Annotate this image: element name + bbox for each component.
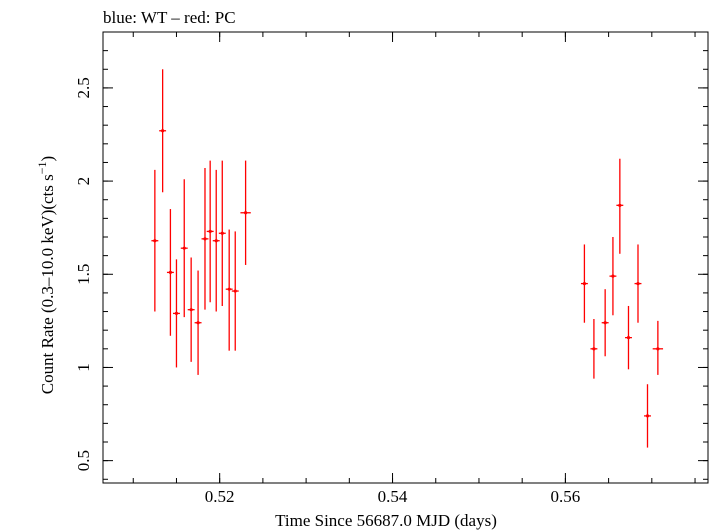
x-axis-label: Time Since 56687.0 MJD (days) bbox=[275, 511, 497, 530]
data-point bbox=[166, 209, 174, 336]
data-marker bbox=[645, 414, 650, 418]
data-marker bbox=[168, 270, 173, 275]
y-axis-label-close: ) bbox=[38, 156, 57, 162]
y-tick-label: 2 bbox=[74, 177, 93, 186]
data-marker bbox=[618, 203, 622, 207]
data-point bbox=[590, 319, 598, 379]
data-point bbox=[580, 244, 588, 323]
y-tick-label: 0.5 bbox=[74, 450, 93, 471]
data-point bbox=[212, 169, 220, 312]
data-point bbox=[634, 244, 642, 323]
data-marker bbox=[603, 321, 607, 325]
data-point bbox=[180, 179, 188, 318]
data-marker bbox=[233, 289, 237, 293]
data-marker bbox=[611, 274, 615, 278]
data-marker bbox=[208, 229, 212, 234]
data-point bbox=[652, 320, 664, 375]
data-point bbox=[187, 257, 195, 362]
data-marker bbox=[636, 281, 640, 286]
data-point bbox=[194, 270, 202, 375]
data-marker bbox=[203, 237, 207, 241]
data-point bbox=[151, 169, 159, 312]
data-marker bbox=[182, 246, 186, 250]
data-point bbox=[609, 237, 617, 316]
axis-ticks bbox=[103, 31, 708, 483]
data-marker bbox=[582, 281, 587, 286]
plot-frame bbox=[102, 31, 709, 484]
data-marker bbox=[656, 347, 660, 351]
y-axis-label-exponent: −1 bbox=[35, 161, 49, 174]
data-marker bbox=[189, 308, 193, 312]
y-tick-label: 2.5 bbox=[74, 77, 93, 98]
data-marker bbox=[174, 311, 179, 316]
y-tick-label: 1 bbox=[74, 363, 93, 372]
y-axis-label: Count Rate (0.3–10.0 keV)(cts s−1) bbox=[35, 156, 57, 394]
data-point bbox=[601, 289, 609, 357]
data-marker bbox=[153, 239, 157, 243]
data-point bbox=[616, 158, 624, 254]
data-point bbox=[231, 231, 239, 351]
x-tick-label: 0.56 bbox=[551, 487, 581, 506]
axis-tick-labels: 0.52 0.54 0.56 0.5 1 1.5 2 2.5 bbox=[74, 77, 580, 506]
y-tick-label: 1.5 bbox=[74, 264, 93, 285]
data-points bbox=[151, 69, 664, 448]
data-point bbox=[625, 305, 632, 370]
data-marker bbox=[214, 239, 218, 243]
data-point bbox=[159, 69, 167, 193]
data-marker bbox=[626, 336, 631, 340]
y-axis-label-main: Count Rate (0.3–10.0 keV)(cts s bbox=[38, 174, 57, 394]
x-tick-label: 0.54 bbox=[378, 487, 408, 506]
data-marker bbox=[161, 129, 165, 133]
chart-title: blue: WT – red: PC bbox=[103, 8, 236, 27]
data-marker bbox=[227, 287, 231, 291]
data-point bbox=[240, 160, 251, 265]
x-tick-label: 0.52 bbox=[205, 487, 235, 506]
data-point bbox=[206, 160, 214, 303]
data-point bbox=[201, 168, 209, 310]
data-point bbox=[225, 229, 233, 351]
data-marker bbox=[592, 347, 596, 351]
data-point bbox=[644, 384, 651, 448]
data-marker bbox=[196, 321, 200, 325]
data-marker bbox=[220, 231, 224, 235]
data-marker bbox=[244, 211, 248, 215]
data-point bbox=[173, 259, 180, 368]
data-point bbox=[218, 160, 226, 306]
